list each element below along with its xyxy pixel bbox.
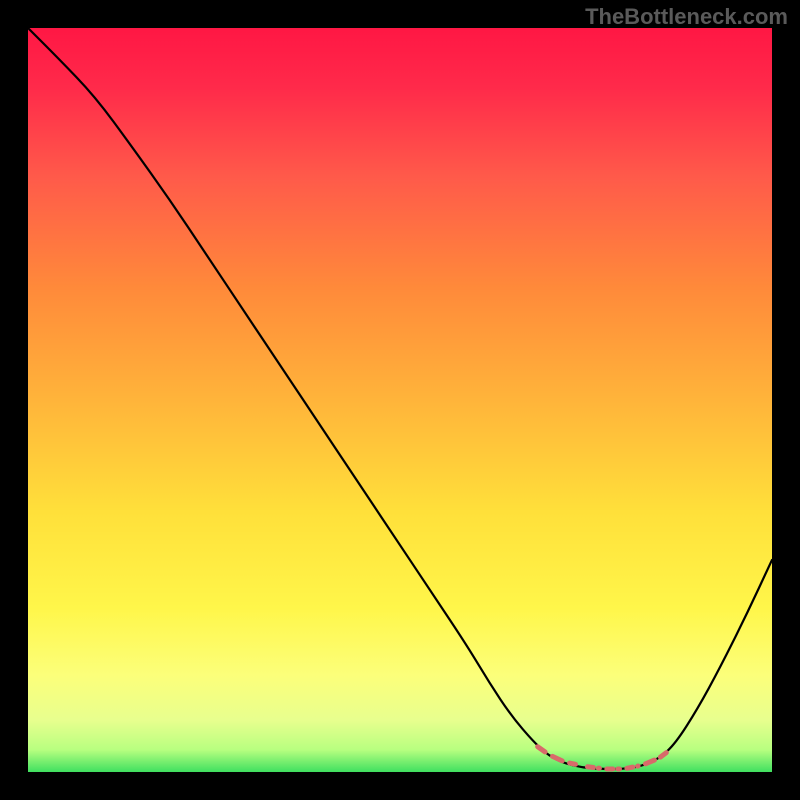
bottleneck-chart (0, 0, 800, 800)
trough-marker-segment (627, 766, 638, 768)
chart-plot-area (28, 28, 772, 772)
watermark-text: TheBottleneck.com (585, 4, 788, 30)
trough-marker-segment (587, 767, 599, 768)
trough-marker-segment (660, 753, 666, 757)
trough-marker-segment (646, 760, 655, 764)
